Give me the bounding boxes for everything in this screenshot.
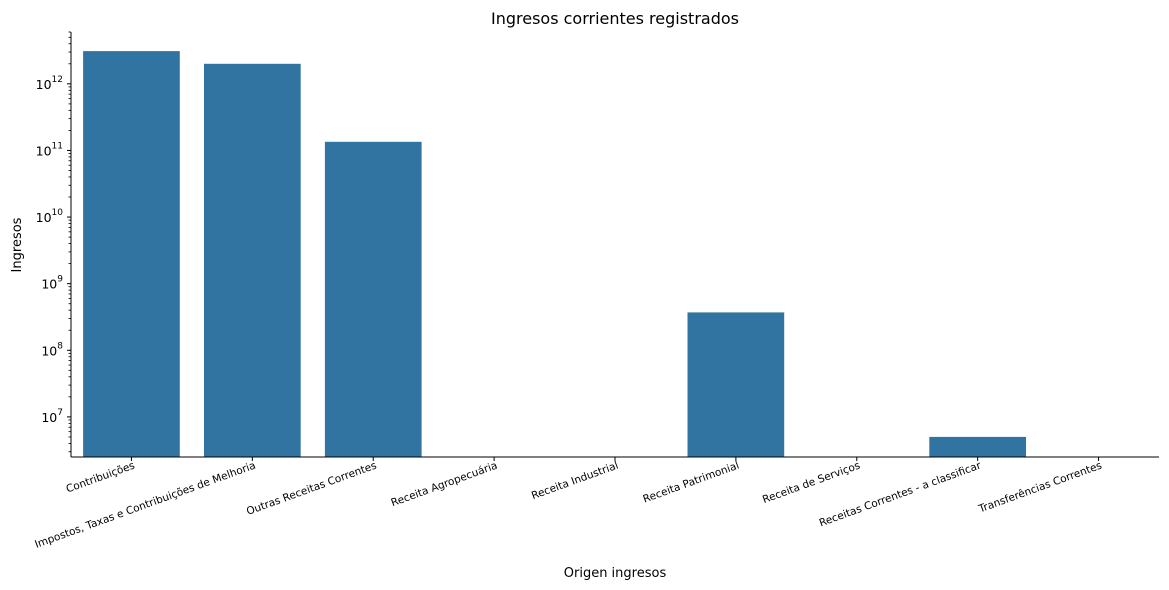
y-tick-label: 1010: [36, 208, 64, 225]
bar: [929, 436, 1026, 457]
x-tick-label: Receita Agropecuária: [389, 460, 499, 510]
x-tick-label: Outras Receitas Correntes: [245, 460, 378, 518]
bar: [687, 312, 785, 457]
bars: [83, 51, 1026, 458]
y-tick-label: 1011: [36, 141, 63, 158]
y-tick-label: 1012: [36, 75, 63, 92]
x-tick-label: Contribuições: [65, 460, 137, 496]
y-axis-ticks: 107 108 109 1010 1011 1012: [36, 75, 71, 425]
chart-title: Ingresos corrientes registrados: [491, 9, 739, 28]
y-axis-label: Ingresos: [10, 217, 25, 272]
bar: [83, 51, 180, 457]
y-tick-label: 107: [41, 408, 63, 425]
x-tick-label: Receita de Serviços: [761, 460, 862, 507]
bar: [324, 141, 422, 458]
y-tick-label: 109: [41, 275, 63, 292]
x-tick-label: Transferências Correntes: [976, 460, 1103, 516]
bar: [204, 63, 301, 458]
x-axis-label: Origen ingresos: [564, 566, 667, 581]
x-tick-label: Receita Patrimonial: [641, 460, 741, 506]
x-tick-label: Impostos, Taxas e Contribuições de Melho…: [33, 460, 257, 551]
x-tick-label: Receita Industrial: [530, 460, 620, 503]
y-tick-label: 108: [41, 341, 63, 358]
